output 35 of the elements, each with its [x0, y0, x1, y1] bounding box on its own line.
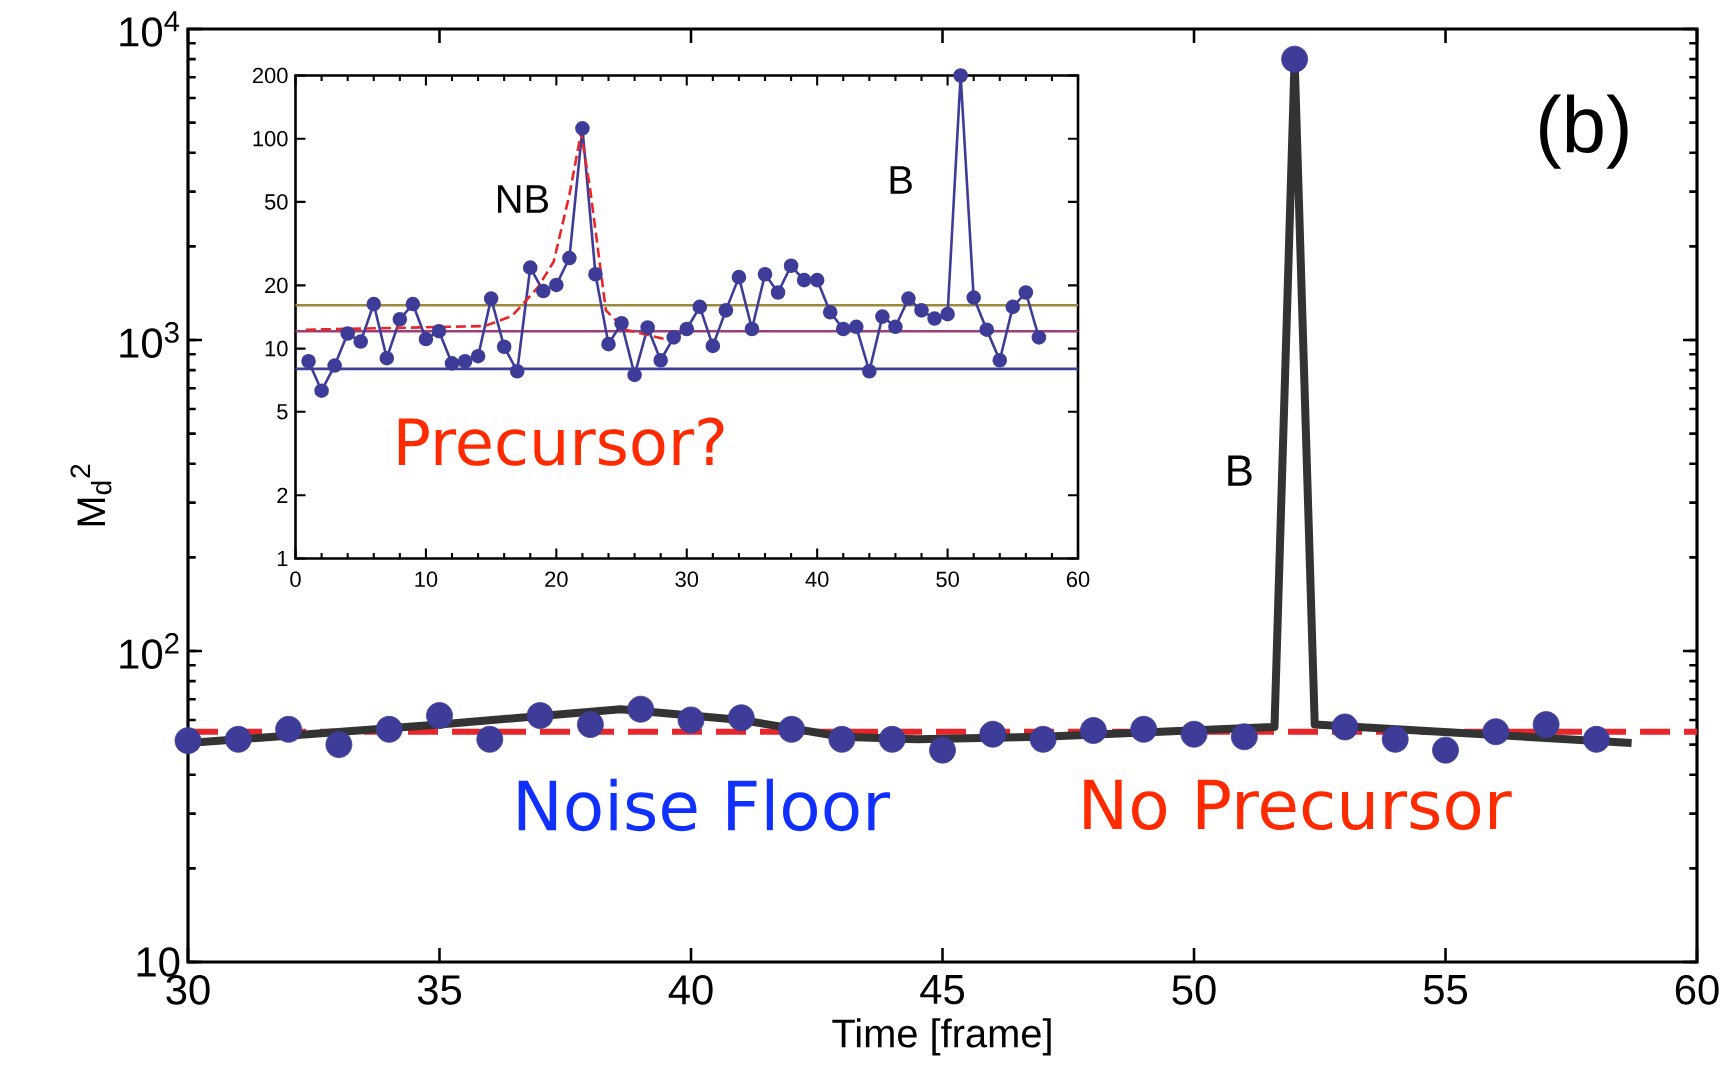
y-tick-label: 200: [252, 67, 288, 84]
y-axis-title: M$_{d}$2: [70, 464, 112, 526]
y-tick-label: 10: [137, 947, 180, 977]
x-tick-label: 60: [1066, 571, 1090, 588]
x-tick-label: 40: [805, 571, 829, 588]
x-tick-label: 55: [1423, 975, 1468, 1005]
x-tick-label: 30: [675, 571, 699, 588]
annotation: B: [1228, 455, 1252, 486]
y-tick-label: 50: [264, 194, 288, 210]
x-tick-label: 30: [166, 975, 210, 1005]
annotation: Precursor?: [398, 417, 724, 466]
x-tick-label: 60: [1675, 975, 1719, 1005]
x-tick-label: 40: [668, 975, 713, 1005]
annotation: No Precursor: [1084, 779, 1512, 831]
y-tick-label: 10$^{3}$: [120, 322, 179, 358]
x-tick-label: 50: [936, 571, 959, 588]
y-tick-label: 20: [265, 277, 288, 294]
x-axis-title: Time [frame]: [832, 1018, 1051, 1056]
annotation: Noise Floor: [518, 778, 891, 832]
annotation: NB: [498, 185, 548, 213]
annotation: (b): [1540, 94, 1628, 169]
y-tick-label: 10: [265, 340, 288, 357]
x-tick-label: 10: [415, 571, 438, 588]
y-tick-label: 10$^{4}$: [120, 11, 180, 47]
y-tick-label: 2: [277, 487, 288, 503]
y-tick-label: 100: [253, 130, 288, 147]
y-tick-label: 10$^{2}$: [120, 633, 179, 669]
x-tick-label: 45: [920, 975, 964, 1005]
x-tick-label: 20: [545, 571, 568, 588]
x-tick-label: 0: [290, 571, 301, 588]
y-tick-label: 5: [277, 404, 288, 420]
annotation: B: [890, 166, 912, 194]
x-tick-label: 35: [417, 975, 461, 1005]
y-tick-label: 1: [277, 550, 288, 567]
x-tick-label: 50: [1172, 975, 1216, 1005]
